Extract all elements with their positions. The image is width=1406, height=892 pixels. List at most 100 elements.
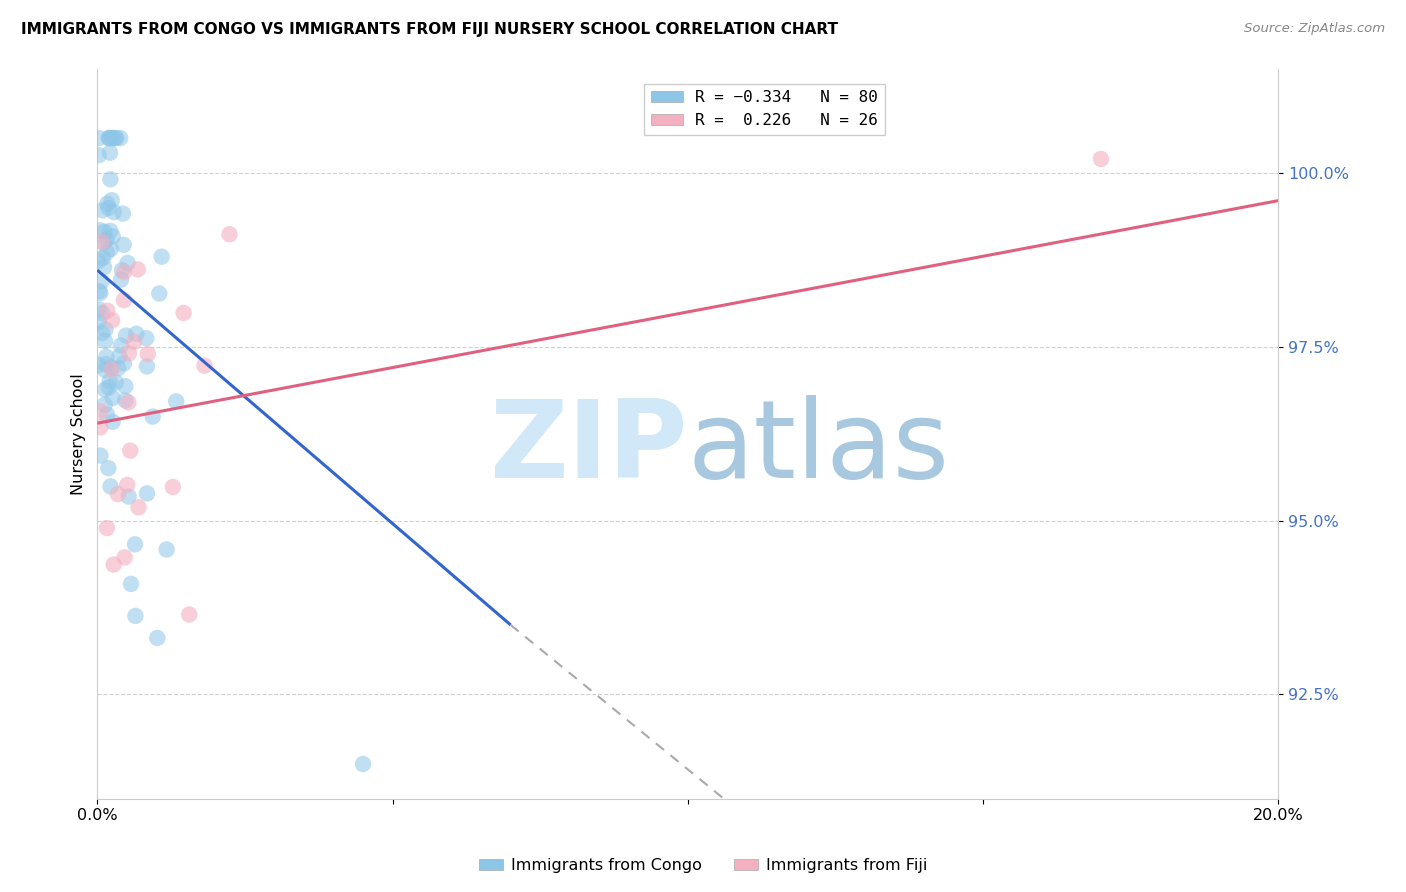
- Point: [89, 285, 111, 300]
- Point: [118, 346, 141, 360]
- Point: [98, 131, 121, 145]
- Point: [104, 376, 127, 390]
- Point: [98, 145, 121, 160]
- Point: [100, 131, 122, 145]
- Point: [179, 607, 201, 622]
- Point: [97, 461, 120, 475]
- Point: [98, 224, 121, 238]
- Point: [103, 205, 125, 219]
- Point: [125, 326, 148, 341]
- Point: [193, 359, 215, 373]
- Text: Source: ZipAtlas.com: Source: ZipAtlas.com: [1244, 22, 1385, 36]
- Point: [101, 229, 124, 244]
- Point: [97, 380, 120, 394]
- Point: [142, 409, 165, 424]
- Point: [162, 480, 184, 494]
- Point: [136, 486, 159, 500]
- Point: [94, 322, 117, 336]
- Point: [124, 608, 146, 623]
- Point: [135, 331, 157, 345]
- Point: [94, 363, 117, 377]
- Point: [89, 223, 111, 237]
- Y-axis label: Nursery School: Nursery School: [72, 373, 86, 494]
- Point: [104, 131, 127, 145]
- Point: [91, 326, 114, 340]
- Point: [97, 201, 120, 215]
- Point: [87, 254, 110, 268]
- Point: [91, 306, 114, 320]
- Point: [96, 408, 118, 422]
- Point: [115, 328, 138, 343]
- Point: [96, 521, 118, 535]
- Point: [148, 286, 170, 301]
- Point: [100, 172, 122, 186]
- Point: [107, 361, 129, 376]
- Point: [114, 393, 136, 408]
- Point: [100, 360, 122, 375]
- Point: [115, 478, 138, 492]
- Point: [91, 235, 114, 249]
- Point: [117, 256, 139, 270]
- Point: [114, 379, 136, 393]
- Point: [96, 350, 118, 364]
- Point: [91, 203, 114, 218]
- Point: [108, 349, 131, 363]
- Point: [100, 242, 122, 256]
- Point: [103, 131, 125, 145]
- Point: [89, 285, 111, 299]
- Text: IMMIGRANTS FROM CONGO VS IMMIGRANTS FROM FIJI NURSERY SCHOOL CORRELATION CHART: IMMIGRANTS FROM CONGO VS IMMIGRANTS FROM…: [21, 22, 838, 37]
- Point: [87, 358, 110, 372]
- Point: [112, 356, 135, 370]
- Point: [98, 374, 121, 388]
- Point: [101, 415, 124, 429]
- Text: atlas: atlas: [688, 395, 949, 501]
- Point: [150, 250, 173, 264]
- Point: [122, 334, 145, 349]
- Point: [89, 420, 111, 434]
- Point: [94, 334, 117, 348]
- Point: [1090, 152, 1112, 166]
- Point: [135, 359, 157, 374]
- Point: [87, 315, 110, 329]
- Point: [96, 303, 118, 318]
- Point: [96, 232, 118, 246]
- Legend: R = −0.334   N = 80, R =  0.226   N = 26: R = −0.334 N = 80, R = 0.226 N = 26: [644, 84, 884, 135]
- Point: [87, 302, 110, 317]
- Point: [93, 225, 115, 239]
- Point: [93, 260, 115, 274]
- Point: [93, 235, 115, 250]
- Point: [173, 306, 195, 320]
- Legend: Immigrants from Congo, Immigrants from Fiji: Immigrants from Congo, Immigrants from F…: [472, 852, 934, 880]
- Point: [112, 293, 135, 307]
- Point: [120, 443, 142, 458]
- Point: [96, 196, 118, 211]
- Point: [91, 251, 114, 265]
- Text: ZIP: ZIP: [489, 395, 688, 501]
- Point: [352, 756, 374, 771]
- Point: [103, 558, 125, 572]
- Point: [89, 404, 111, 418]
- Point: [94, 383, 117, 397]
- Point: [101, 391, 124, 405]
- Point: [89, 449, 111, 463]
- Point: [112, 237, 135, 252]
- Point: [110, 338, 132, 352]
- Point: [93, 398, 115, 412]
- Point: [90, 274, 112, 288]
- Point: [97, 131, 120, 145]
- Point: [136, 347, 159, 361]
- Point: [105, 131, 128, 145]
- Point: [112, 265, 135, 279]
- Point: [87, 148, 110, 162]
- Point: [117, 395, 139, 409]
- Point: [108, 131, 131, 145]
- Point: [101, 313, 124, 327]
- Point: [107, 487, 129, 501]
- Point: [100, 193, 122, 207]
- Point: [87, 131, 110, 145]
- Point: [165, 394, 187, 409]
- Point: [110, 273, 132, 287]
- Point: [100, 479, 122, 493]
- Point: [124, 537, 146, 551]
- Point: [127, 262, 149, 277]
